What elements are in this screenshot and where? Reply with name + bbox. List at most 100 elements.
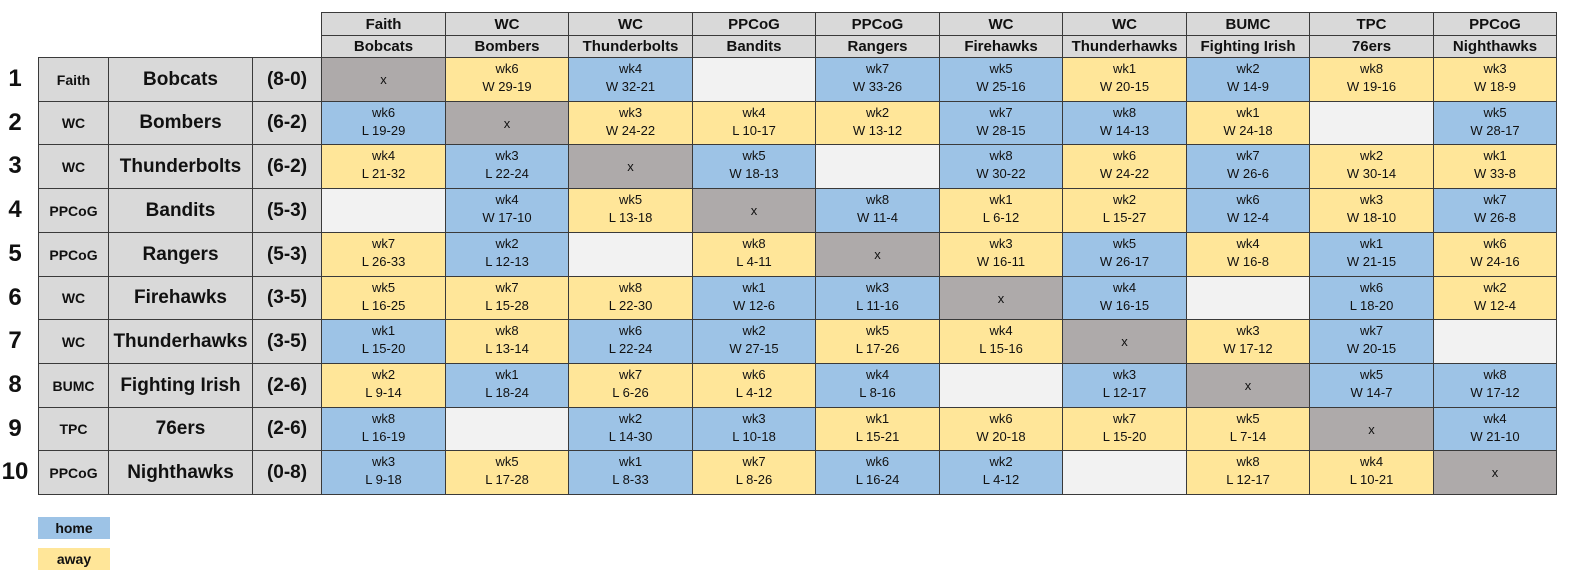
game-result: L 7-14: [1229, 429, 1267, 444]
game-result: W 24-22: [1099, 166, 1150, 181]
game-result: L 6-12: [982, 210, 1020, 225]
column-header-church: WC: [1062, 12, 1187, 36]
game-cell-home: wk6 L 19-29: [321, 101, 446, 145]
game-result: W 16-11: [976, 254, 1026, 269]
game-cell-away: wk5 L 17-26: [815, 319, 940, 364]
game-result: L 22-30: [608, 298, 653, 313]
game-cell-home: wk3 L 12-17: [1062, 363, 1187, 408]
game-week: wk1: [1112, 61, 1137, 76]
game-result: W 27-15: [729, 341, 779, 356]
game-result: W 12-6: [733, 298, 775, 313]
row-record: (3-5): [252, 319, 322, 364]
game-cell-home: wk7 W 20-15: [1309, 319, 1434, 364]
game-cell-away: wk7 L 15-28: [445, 276, 569, 320]
column-header-team: Thunderbolts: [568, 35, 693, 58]
self-match-cell: x: [1186, 363, 1310, 408]
game-cell-away: wk1 W 24-18: [1186, 101, 1310, 145]
game-week: wk7: [1483, 192, 1507, 207]
column-header-church: WC: [445, 12, 569, 36]
game-result: W 28-15: [976, 123, 1026, 138]
rank-number: 6: [8, 284, 22, 311]
self-match-cell: x: [1433, 450, 1557, 495]
row-record: (0-8): [252, 450, 322, 495]
empty-cell: [445, 407, 569, 451]
game-cell-away: wk6 W 20-18: [939, 407, 1063, 451]
game-cell-home: wk8 W 11-4: [815, 188, 940, 233]
game-result: L 12-17: [1102, 385, 1147, 400]
game-cell-home: wk8 W 17-12: [1433, 363, 1557, 408]
game-cell-away: wk6 W 29-19: [445, 57, 569, 102]
game-cell-away: wk2 W 30-14: [1309, 144, 1434, 189]
game-week: wk4: [1483, 411, 1507, 426]
game-week: wk6: [989, 411, 1013, 426]
game-week: wk2: [742, 323, 766, 338]
game-result: W 19-16: [1346, 79, 1397, 94]
game-cell-away: wk4 W 16-8: [1186, 232, 1310, 277]
game-result: L 15-21: [855, 429, 900, 444]
game-cell-home: wk3 L 10-18: [692, 407, 816, 451]
game-cell-home: wk7 W 28-15: [939, 101, 1063, 145]
game-week: wk4: [989, 323, 1013, 338]
column-header-team: Thunderhawks: [1062, 35, 1187, 58]
game-week: wk1: [1359, 236, 1384, 251]
game-week: wk5: [371, 280, 396, 295]
game-result: L 21-32: [361, 166, 406, 181]
game-cell-away: wk5 L 13-18: [568, 188, 693, 233]
game-cell-home: wk2 L 12-13: [445, 232, 569, 277]
game-result: W 13-12: [852, 123, 903, 138]
column-header-team: 76ers: [1309, 35, 1434, 58]
row-team: Thunderhawks: [108, 319, 253, 364]
game-week: wk6: [1359, 280, 1384, 295]
game-week: wk8: [1112, 105, 1137, 120]
game-cell-away: wk8 L 13-14: [445, 319, 569, 364]
game-cell-away: wk3 W 17-12: [1186, 319, 1310, 364]
game-week: wk2: [989, 454, 1013, 469]
game-cell-away: wk3 W 18-9: [1433, 57, 1557, 102]
game-cell-home: wk5 W 26-17: [1062, 232, 1187, 277]
game-result: L 16-19: [361, 429, 406, 444]
game-cell-away: wk4 L 21-32: [321, 144, 446, 189]
game-result: W 14-7: [1350, 385, 1393, 400]
row-record: (8-0): [252, 57, 322, 102]
self-match-cell: x: [321, 57, 446, 102]
game-week: wk8: [371, 411, 396, 426]
game-week: wk6: [371, 105, 396, 120]
game-result: L 4-12: [735, 385, 773, 400]
column-header-team: Fighting Irish: [1186, 35, 1310, 58]
column-header-church: PPCoG: [1433, 12, 1557, 36]
game-week: wk6: [1483, 236, 1507, 251]
empty-cell: [692, 57, 816, 102]
row-team: Nighthawks: [108, 450, 253, 495]
row-record: (2-6): [252, 363, 322, 408]
column-header-church: WC: [939, 12, 1063, 36]
row-team: Bombers: [108, 101, 253, 145]
game-result: W 12-4: [1227, 210, 1269, 225]
game-cell-away: wk2 L 9-14: [321, 363, 446, 408]
rank-number: 4: [8, 196, 22, 223]
row-team: Rangers: [108, 232, 253, 277]
empty-cell: [1309, 101, 1434, 145]
game-week: wk2: [1236, 61, 1260, 76]
row-church: WC: [38, 319, 109, 364]
empty-cell: [939, 363, 1063, 408]
game-week: wk1: [989, 192, 1013, 207]
game-result: W 20-15: [1346, 341, 1397, 356]
game-week: wk4: [495, 192, 519, 207]
game-result: L 10-17: [732, 123, 776, 138]
game-cell-away: wk6 L 4-12: [692, 363, 816, 408]
game-cell-home: wk8 L 16-19: [321, 407, 446, 451]
game-cell-away: wk1 L 15-21: [815, 407, 940, 451]
empty-cell: [815, 144, 940, 189]
game-week: wk3: [989, 236, 1013, 251]
game-result: W 32-21: [605, 79, 656, 94]
game-week: wk2: [618, 411, 643, 426]
game-result: W 18-13: [729, 166, 779, 181]
game-week: wk6: [1112, 148, 1137, 163]
game-cell-away: wk8 L 22-30: [568, 276, 693, 320]
game-result: L 11-16: [856, 298, 899, 313]
column-header-church: TPC: [1309, 12, 1434, 36]
column-header-team: Bobcats: [321, 35, 446, 58]
rank-number: 9: [8, 415, 22, 442]
game-cell-away: wk1 W 33-8: [1433, 144, 1557, 189]
game-result: L 9-14: [365, 385, 402, 400]
